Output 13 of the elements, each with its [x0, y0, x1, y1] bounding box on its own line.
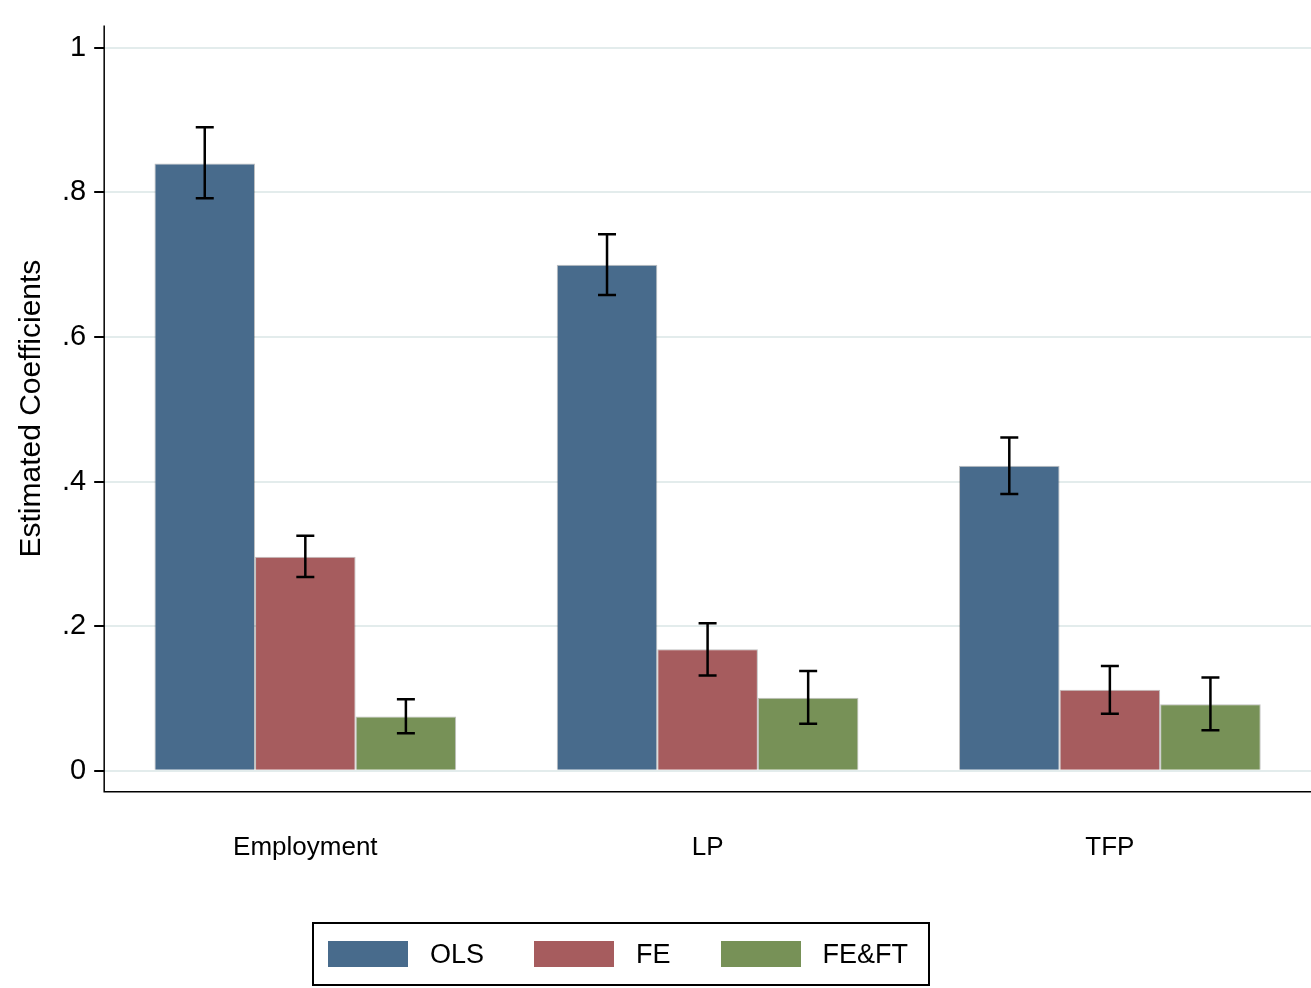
legend-label: FE: [636, 938, 671, 970]
y-tick-label: .4: [62, 463, 87, 496]
y-tick-label: 0: [70, 752, 87, 785]
x-tick-label: TFP: [1085, 830, 1135, 861]
y-tick-label: .2: [62, 608, 87, 641]
x-tick-label: LP: [691, 830, 724, 861]
y-axis-title: Estimated Coefficients: [13, 259, 47, 558]
legend-label: OLS: [430, 938, 485, 970]
x-tick-label: Employment: [233, 830, 379, 861]
legend-label: FE&FT: [822, 938, 909, 970]
y-tick-label: .6: [62, 319, 87, 352]
y-tick-label: .8: [62, 174, 87, 207]
y-tick-label: 1: [70, 29, 87, 62]
